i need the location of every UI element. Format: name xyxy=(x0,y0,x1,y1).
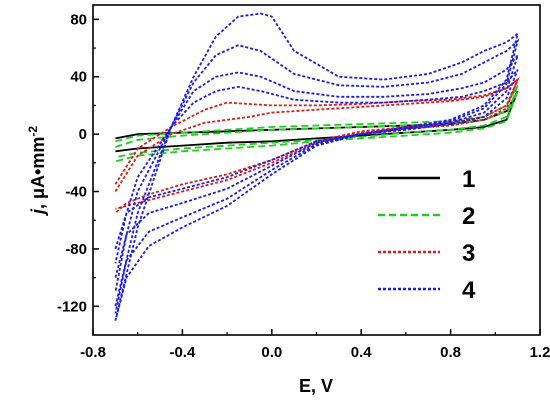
y-tick-label: 0 xyxy=(79,126,87,143)
y-axis-label: j, μA•mm-2 xyxy=(26,126,48,216)
y-tick-label: 80 xyxy=(70,11,87,28)
y-axis-label-unit: , μA•mm xyxy=(28,137,48,209)
x-tick-label: 0.8 xyxy=(440,344,461,361)
legend-label-2: 2 xyxy=(462,203,475,230)
x-tick-label: -0.4 xyxy=(169,344,196,361)
series-4-cycle-line xyxy=(114,38,520,314)
series-1-cycle-line xyxy=(115,90,519,153)
legend-label-4: 4 xyxy=(462,277,476,304)
x-tick-label: 0.4 xyxy=(351,344,373,361)
y-tick-label: -120 xyxy=(57,298,87,315)
legend: 1 2 3 4 xyxy=(378,166,476,304)
y-tick-label: -80 xyxy=(65,241,87,258)
series-3-cycle-line xyxy=(114,76,520,214)
series-4-cycle-line xyxy=(114,54,519,293)
y-tick-label: -40 xyxy=(65,184,87,201)
x-tick-label: 1.2 xyxy=(530,344,550,361)
series-2 xyxy=(115,84,519,163)
y-axis-label-exponent: -2 xyxy=(26,126,40,137)
plot-curves xyxy=(114,12,520,321)
x-axis: -0.8 -0.4 0.0 0.4 0.8 1.2 xyxy=(80,329,550,361)
x-axis-label: E, V xyxy=(299,376,333,396)
legend-label-1: 1 xyxy=(462,166,475,193)
series-4 xyxy=(114,12,520,321)
series-4-cycle-line xyxy=(114,69,519,264)
series-1 xyxy=(115,90,519,153)
x-tick-label: 0.0 xyxy=(261,344,282,361)
y-axis: 80 40 0 -40 -80 -120 xyxy=(57,11,99,315)
y-tick-label: 40 xyxy=(70,69,87,86)
y-axis-label-italic: j xyxy=(28,208,48,216)
series-4-cycle-line xyxy=(114,12,520,321)
legend-label-3: 3 xyxy=(462,240,475,267)
x-tick-label: -0.8 xyxy=(80,344,106,361)
series-2-cycle-line xyxy=(115,84,519,158)
